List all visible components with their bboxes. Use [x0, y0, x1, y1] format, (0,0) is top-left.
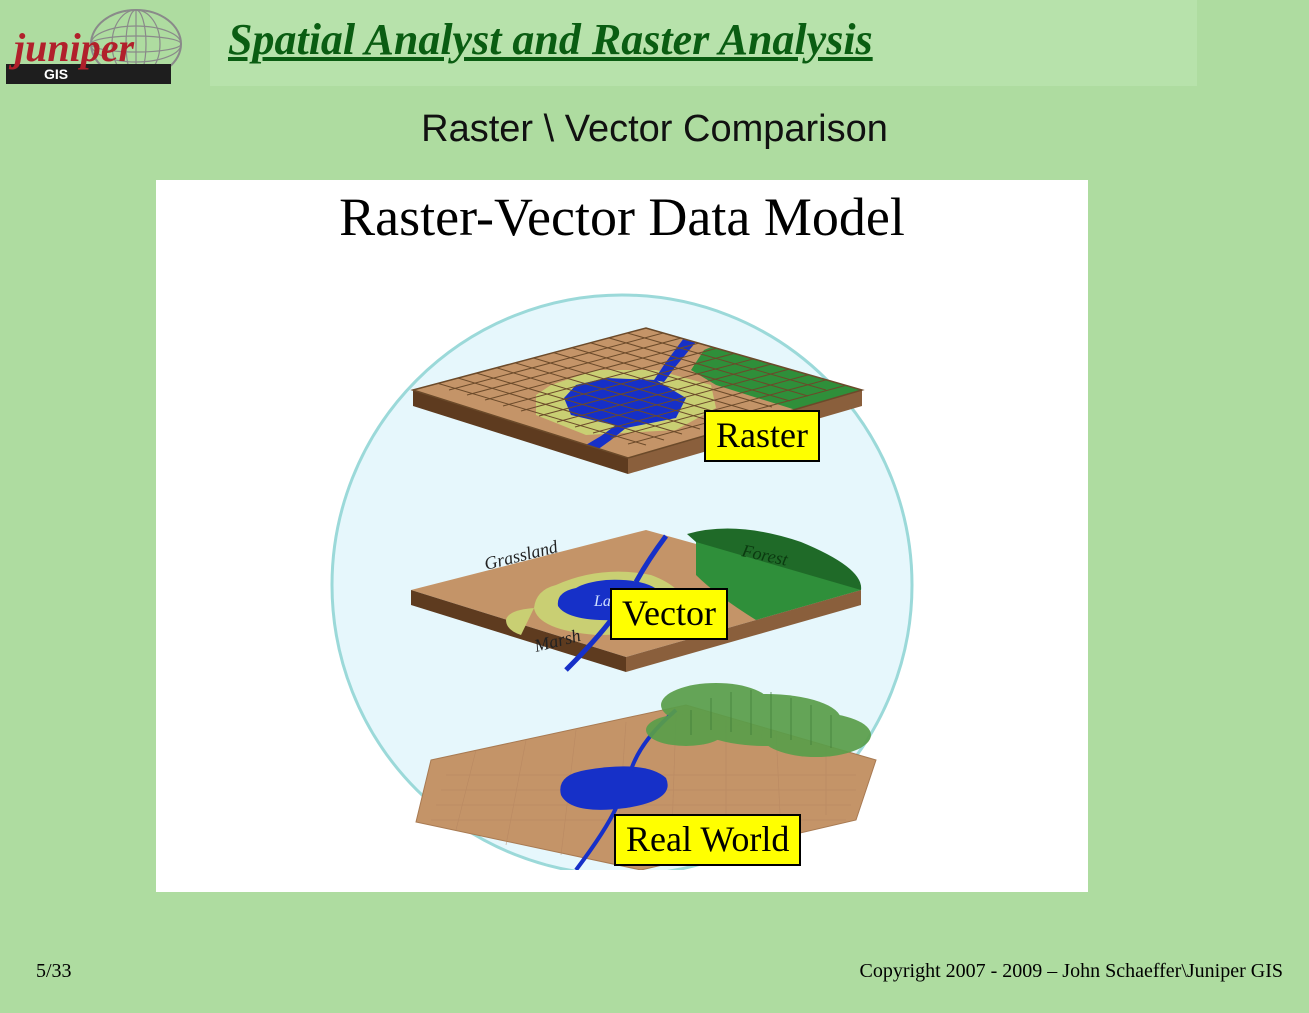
page-title: Spatial Analyst and Raster Analysis: [228, 14, 873, 65]
raster-callout: Raster: [704, 410, 820, 462]
slide: juniper GIS Spatial Analyst and Raster A…: [0, 0, 1309, 1013]
realworld-callout: Real World: [614, 814, 801, 866]
juniper-gis-logo: juniper GIS: [6, 8, 196, 86]
vector-callout: Vector: [610, 588, 728, 640]
raster-vector-diagram: Grassland Forest Lake Marsh: [156, 230, 1088, 870]
page-number: 5/33: [36, 960, 72, 983]
copyright-text: Copyright 2007 - 2009 – John Schaeffer\J…: [860, 960, 1283, 983]
logo-brand-text: juniper: [8, 25, 134, 70]
page-subtitle: Raster \ Vector Comparison: [0, 108, 1309, 151]
logo-tag-text: GIS: [44, 66, 68, 82]
content-panel: Raster-Vector Data Model: [156, 180, 1088, 892]
